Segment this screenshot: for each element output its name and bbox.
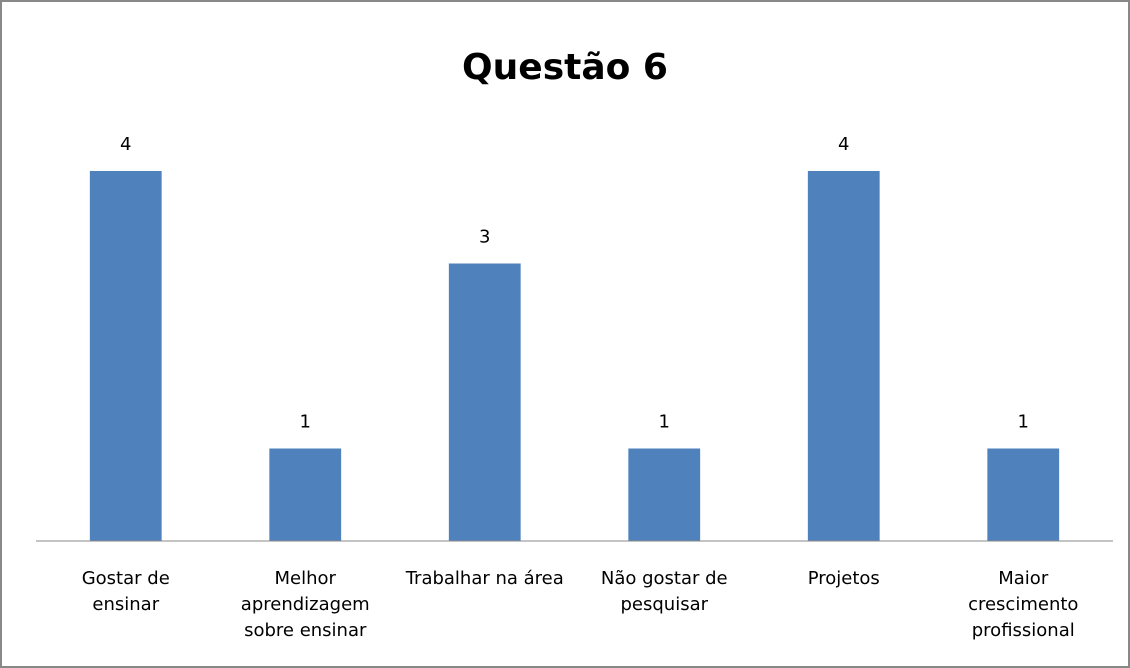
bar: [628, 448, 701, 541]
x-tick-label: Maior crescimento profissional: [968, 568, 1079, 641]
data-label: 1: [659, 412, 670, 433]
data-label: 4: [120, 134, 131, 155]
bar: [807, 171, 880, 541]
bar: [89, 171, 162, 541]
data-label: 3: [479, 227, 490, 248]
x-tick-label: Gostar de ensinar: [81, 568, 170, 615]
x-tick-label: Projetos: [807, 568, 880, 589]
bar: [448, 263, 521, 541]
data-label: 4: [838, 134, 849, 155]
x-tick-label: Não gostar de pesquisar: [600, 568, 728, 615]
x-tick-label: Trabalhar na área: [405, 568, 564, 589]
bar: [269, 448, 342, 541]
data-label: 1: [1018, 412, 1029, 433]
bar: [987, 448, 1060, 541]
data-label: 1: [300, 412, 311, 433]
chart-title: Questão 6: [462, 47, 668, 88]
x-tick-label: Melhor aprendizagem sobre ensinar: [240, 568, 370, 641]
